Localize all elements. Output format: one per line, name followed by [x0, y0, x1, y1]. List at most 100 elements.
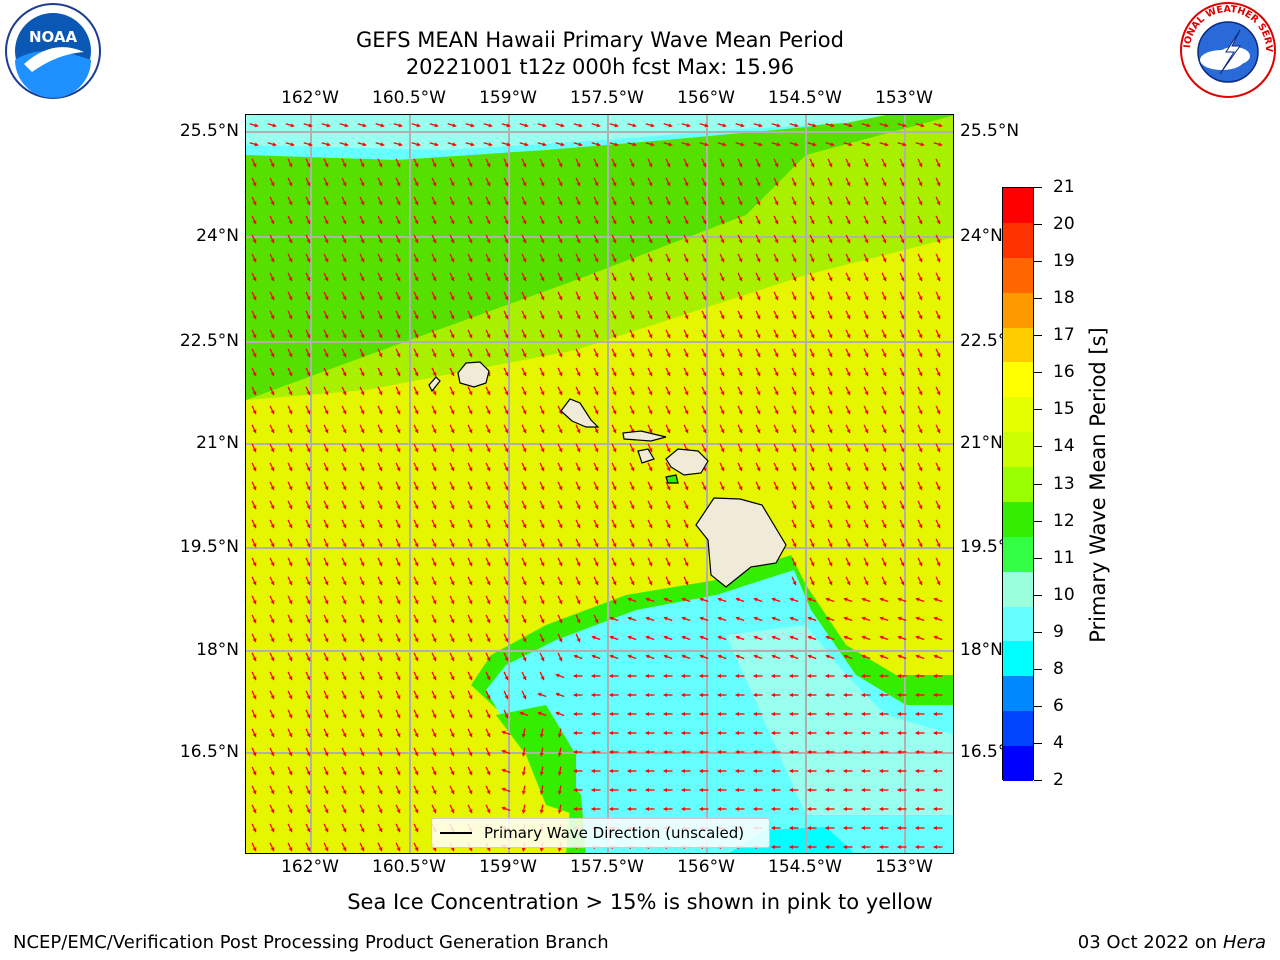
colorbar-tick-mark: [1034, 224, 1042, 226]
wave-arrow-head: [738, 182, 743, 187]
wave-arrow-head: [933, 635, 938, 640]
wave-arrow-head: [612, 182, 617, 187]
wave-arrow-head: [576, 296, 581, 301]
wave-arrow-head: [681, 730, 685, 736]
wave-arrow-head: [684, 372, 689, 377]
wave-arrow-head: [774, 258, 779, 263]
wave-arrow-head: [576, 619, 581, 624]
wave-arrow-head: [324, 258, 329, 263]
wave-arrow-head: [324, 220, 329, 225]
wave-arrow-head: [468, 334, 473, 339]
wave-arrow-head: [342, 467, 347, 472]
wave-arrow-head: [486, 201, 491, 206]
wave-arrow-head: [825, 654, 830, 659]
wave-arrow-head: [306, 258, 311, 263]
lat-tick-left: 18°N: [196, 640, 239, 660]
wave-arrow-head: [609, 616, 614, 621]
wave-arrow-head: [717, 730, 721, 736]
wave-arrow-head: [252, 790, 257, 795]
wave-arrow-head: [558, 334, 563, 339]
wave-arrow-head: [540, 353, 545, 358]
wave-arrow-head: [288, 543, 293, 548]
wave-arrow-head: [486, 619, 491, 624]
noaa-logo-text: NOAA: [29, 28, 78, 46]
wave-arrow-head: [414, 619, 419, 624]
wave-arrow-head: [933, 730, 937, 736]
wave-arrow-head: [684, 505, 689, 510]
wave-arrow-head: [717, 749, 721, 755]
wave-arrow-head: [918, 448, 923, 453]
wave-arrow-head: [936, 182, 941, 187]
wave-arrow-head: [324, 619, 329, 624]
wave-arrow-head: [270, 638, 275, 643]
wave-arrow-head: [846, 505, 851, 510]
wave-arrow-head: [504, 220, 509, 225]
wave-arrow-head: [270, 714, 275, 719]
wave-arrow-head: [918, 315, 923, 320]
wave-arrow-head: [702, 258, 707, 263]
wave-arrow-head: [468, 714, 473, 719]
wave-arrow-head: [252, 771, 257, 776]
wave-arrow-head: [666, 410, 671, 415]
wave-arrow-head: [306, 847, 311, 852]
wave-arrow-head: [663, 597, 668, 602]
wave-arrow-head: [771, 730, 775, 736]
wave-arrow-head: [843, 730, 847, 736]
wave-arrow-head: [324, 809, 329, 814]
wave-arrow-head: [900, 220, 905, 225]
wave-arrow-head: [663, 616, 668, 621]
wave-arrow-head: [414, 239, 419, 244]
wave-arrow-head: [270, 353, 275, 358]
wave-arrow-head: [306, 296, 311, 301]
colorbar-segment: [1003, 571, 1033, 608]
wave-arrow-head: [414, 315, 419, 320]
wave-arrow-head: [846, 315, 851, 320]
wave-arrow-head: [594, 619, 599, 624]
wave-arrow-head: [378, 524, 383, 529]
wave-arrow-head: [360, 524, 365, 529]
wave-arrow-head: [288, 296, 293, 301]
wave-arrow-head: [792, 277, 797, 282]
wave-arrow-head: [933, 844, 937, 850]
wave-arrow-head: [756, 486, 761, 491]
wave-arrow-head: [522, 600, 527, 605]
wave-arrow-head: [378, 391, 383, 396]
wave-arrow-head: [900, 277, 905, 282]
wave-arrow-head: [342, 828, 347, 833]
colorbar-tick-mark: [1034, 261, 1042, 263]
wave-arrow-head: [828, 296, 833, 301]
wave-arrow-head: [560, 142, 565, 147]
wave-arrow-head: [594, 296, 599, 301]
wave-arrow-head: [450, 353, 455, 358]
wave-arrow-head: [717, 692, 721, 698]
wave-arrow-head: [486, 752, 491, 757]
wave-arrow-head: [468, 847, 473, 852]
wave-arrow-head: [864, 505, 869, 510]
wave-arrow-head: [594, 220, 599, 225]
wave-arrow-head: [663, 768, 667, 774]
wave-arrow-head: [594, 277, 599, 282]
wave-arrow-head: [450, 562, 455, 567]
wave-arrow-head: [663, 806, 667, 812]
wave-arrow-head: [650, 142, 655, 147]
wave-arrow-head: [650, 123, 655, 128]
wave-arrow-head: [882, 410, 887, 415]
wave-arrow-head: [450, 505, 455, 510]
wave-arrow-head: [324, 410, 329, 415]
wave-arrow-head: [576, 220, 581, 225]
wave-arrow-head: [864, 277, 869, 282]
wave-arrow-head: [882, 486, 887, 491]
wave-arrow-head: [468, 752, 473, 757]
wave-arrow-head: [342, 695, 347, 700]
wave-arrow-head: [627, 616, 632, 621]
wave-arrow-head: [828, 239, 833, 244]
wave-arrow-head: [594, 315, 599, 320]
wave-arrow-head: [468, 676, 473, 681]
wave-arrow-head: [645, 806, 649, 812]
wave-arrow-head: [378, 600, 383, 605]
wave-arrow-head: [753, 635, 758, 640]
colorbar-tick-mark: [1034, 335, 1042, 337]
wave-arrow-head: [576, 467, 581, 472]
wave-arrow-head: [900, 239, 905, 244]
wave-arrow-head: [486, 410, 491, 415]
